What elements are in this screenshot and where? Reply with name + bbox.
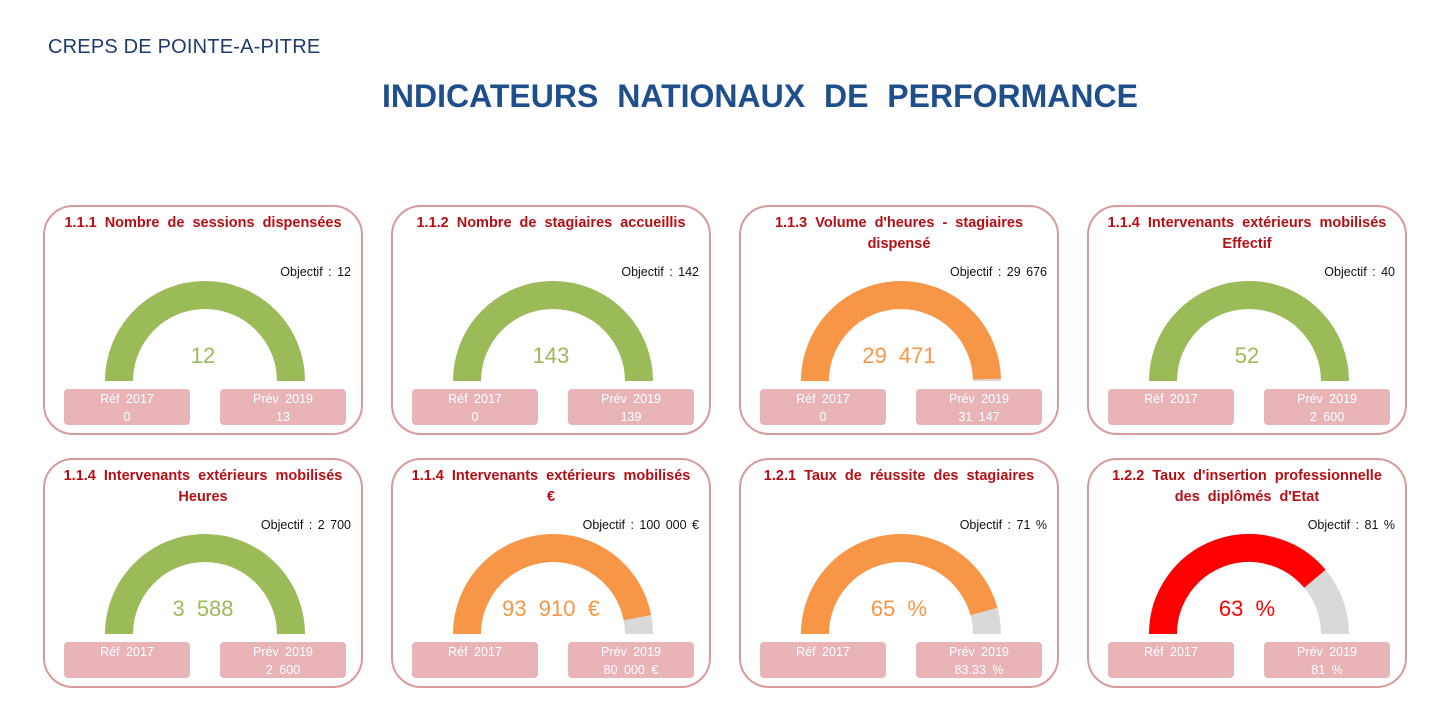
- indicator-title: 1.2.1 Taux de réussite des stagiaires: [763, 468, 1035, 484]
- objective-label: Objectif : 142: [621, 265, 699, 279]
- page-title: INDICATEURS NATIONAUX DE PERFORMANCE: [382, 78, 1138, 114]
- forecast-label: Prév 2019: [949, 392, 1009, 406]
- indicator-title: 1.1.4 Intervenants extérieurs mobilisés …: [411, 468, 691, 505]
- reference-2017-badge: Réf 2017 0: [760, 389, 886, 425]
- forecast-2019-badge: Prév 2019 81 %: [1264, 642, 1390, 678]
- gauge-fill: [453, 281, 653, 381]
- forecast-label: Prév 2019: [253, 645, 313, 659]
- reference-2017-badge: Réf 2017 0: [64, 389, 190, 425]
- reference-label: Réf 2017: [448, 645, 502, 659]
- forecast-2019-badge: Prév 2019 13: [220, 389, 346, 425]
- gauge-value: 52: [1234, 343, 1260, 368]
- gauge-chart: [453, 534, 653, 634]
- forecast-2019-badge: Prév 2019 31 147: [916, 389, 1042, 425]
- objective-label: Objectif : 2 700: [260, 518, 351, 532]
- gauge-chart: [105, 534, 305, 634]
- organization-name: CREPS DE POINTE-A-PITRE: [48, 36, 321, 58]
- forecast-value: 13: [276, 410, 290, 424]
- reference-2017-badge: Réf 2017 0: [412, 389, 538, 425]
- gauge-value: 29 471: [862, 343, 936, 368]
- reference-value: 0: [819, 410, 827, 424]
- gauge-fill: [1149, 281, 1349, 381]
- objective-label: Objectif : 71 %: [959, 518, 1047, 532]
- gauge-fill: [801, 534, 998, 634]
- forecast-2019-badge: Prév 2019 139: [568, 389, 694, 425]
- reference-label: Réf 2017: [1144, 392, 1198, 406]
- gauge-chart: [1149, 534, 1349, 634]
- gauge-fill: [453, 534, 652, 634]
- indicator-card: 1.1.1 Nombre de sessions dispensées Objec…: [43, 205, 363, 435]
- reference-label: Réf 2017: [100, 645, 154, 659]
- indicator-grid: 1.1.1 Nombre de sessions dispensées Objec…: [43, 205, 1413, 693]
- reference-label: Réf 2017: [448, 392, 502, 406]
- objective-label: Objectif : 81 %: [1307, 518, 1395, 532]
- indicator-card: 1.1.3 Volume d'heures - stagiaires dispe…: [739, 205, 1059, 435]
- forecast-value: 2 600: [265, 663, 301, 677]
- forecast-value: 83.33 %: [954, 663, 1004, 677]
- indicator-card: 1.2.1 Taux de réussite des stagiaires Obj…: [739, 458, 1059, 688]
- reference-2017-badge: Réf 2017: [1108, 642, 1234, 678]
- reference-label: Réf 2017: [796, 392, 850, 406]
- forecast-value: 31 147: [958, 410, 1000, 424]
- gauge-value: 143: [532, 343, 570, 368]
- forecast-label: Prév 2019: [1297, 392, 1357, 406]
- forecast-label: Prév 2019: [949, 645, 1009, 659]
- reference-2017-badge: Réf 2017: [1108, 389, 1234, 425]
- gauge-value: 3 588: [172, 596, 234, 621]
- forecast-2019-badge: Prév 2019 2 600: [1264, 389, 1390, 425]
- forecast-label: Prév 2019: [601, 392, 661, 406]
- reference-value: 0: [123, 410, 131, 424]
- indicator-title: 1.1.2 Nombre de stagiaires accueillis: [416, 215, 686, 231]
- reference-label: Réf 2017: [100, 392, 154, 406]
- reference-2017-badge: Réf 2017: [760, 642, 886, 678]
- indicator-card: 1.1.4 Intervenants extérieurs mobilisés …: [43, 458, 363, 688]
- gauge-chart: [1149, 281, 1349, 381]
- indicator-title: 1.1.4 Intervenants extérieurs mobilisés …: [1107, 215, 1387, 252]
- indicator-title: 1.1.4 Intervenants extérieurs mobilisés …: [63, 468, 343, 505]
- forecast-value: 139: [620, 410, 642, 424]
- reference-2017-badge: Réf 2017: [64, 642, 190, 678]
- indicator-card: 1.1.2 Nombre de stagiaires accueillis Obj…: [391, 205, 711, 435]
- gauge-chart: [105, 281, 305, 381]
- indicator-title: 1.1.3 Volume d'heures - stagiaires dispe…: [774, 215, 1024, 252]
- reference-2017-badge: Réf 2017: [412, 642, 538, 678]
- gauge-fill: [105, 281, 305, 381]
- forecast-label: Prév 2019: [1297, 645, 1357, 659]
- objective-label: Objectif : 29 676: [949, 265, 1047, 279]
- indicator-card: 1.1.4 Intervenants extérieurs mobilisés …: [1087, 205, 1407, 435]
- forecast-label: Prév 2019: [601, 645, 661, 659]
- objective-label: Objectif : 12: [280, 265, 351, 279]
- forecast-label: Prév 2019: [253, 392, 313, 406]
- objective-label: Objectif : 100 000 €: [582, 518, 699, 532]
- reference-label: Réf 2017: [1144, 645, 1198, 659]
- gauge-value: 93 910 €: [502, 596, 600, 621]
- forecast-value: 80 000 €: [603, 663, 659, 677]
- gauge-chart: [801, 534, 1001, 634]
- indicator-title: 1.1.1 Nombre de sessions dispensées: [64, 215, 342, 231]
- gauge-chart: [801, 281, 1001, 381]
- gauge-fill: [801, 281, 1001, 381]
- indicator-card: 1.1.4 Intervenants extérieurs mobilisés …: [391, 458, 711, 688]
- forecast-value: 81 %: [1311, 663, 1343, 677]
- gauge-fill: [105, 534, 305, 634]
- forecast-2019-badge: Prév 2019 80 000 €: [568, 642, 694, 678]
- forecast-2019-badge: Prév 2019 2 600: [220, 642, 346, 678]
- indicator-card: 1.2.2 Taux d'insertion professionnelle d…: [1087, 458, 1407, 688]
- gauge-value: 12: [190, 343, 216, 368]
- forecast-2019-badge: Prév 2019 83.33 %: [916, 642, 1042, 678]
- indicator-title: 1.2.2 Taux d'insertion professionnelle d…: [1112, 468, 1382, 505]
- reference-label: Réf 2017: [796, 645, 850, 659]
- gauge-fill: [1149, 534, 1326, 634]
- gauge-value: 65 %: [870, 596, 928, 621]
- forecast-value: 2 600: [1309, 410, 1345, 424]
- gauge-chart: [453, 281, 653, 381]
- objective-label: Objectif : 40: [1324, 265, 1395, 279]
- gauge-value: 63 %: [1218, 596, 1276, 621]
- reference-value: 0: [471, 410, 479, 424]
